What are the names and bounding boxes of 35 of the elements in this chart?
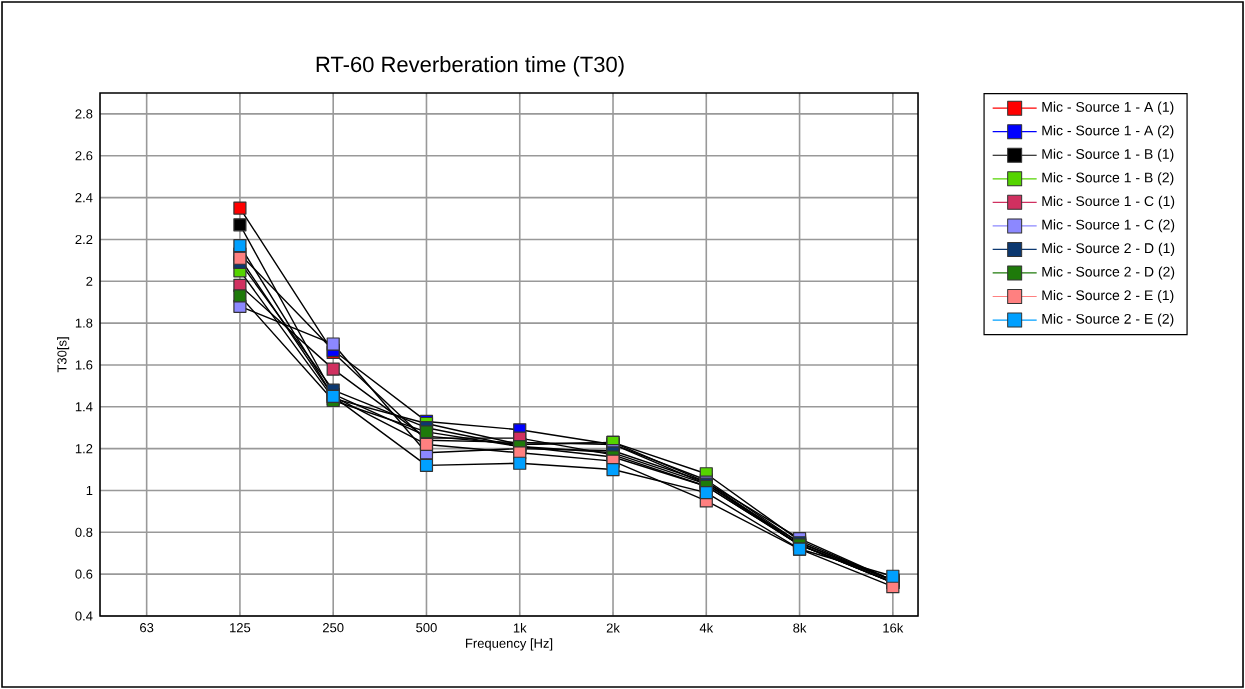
x-tick-label: 63	[140, 623, 154, 633]
legend-label: Mic - Source 2 - E (2)	[1042, 313, 1174, 327]
y-tick-label: 0.8	[75, 527, 93, 537]
y-tick-label: 0.4	[75, 611, 93, 621]
legend-label: Mic - Source 1 - A (1)	[1042, 101, 1174, 115]
x-axis-title: Frequency [Hz]	[466, 638, 553, 651]
y-tick-label: 2.4	[75, 193, 93, 203]
x-tick-label: 500	[416, 623, 437, 633]
legend-label: Mic - Source 2 - E (1)	[1042, 289, 1174, 303]
x-tick-label: 2k	[606, 623, 620, 633]
y-tick-label: 1.6	[75, 360, 93, 370]
y-tick-label: 1.4	[75, 402, 93, 412]
x-tick-label: 16k	[883, 623, 904, 633]
legend-label: Mic - Source 1 - C (1)	[1042, 195, 1175, 209]
y-tick-label: 2.2	[75, 234, 93, 244]
x-tick-label: 4k	[699, 623, 714, 633]
y-tick-label: 2.6	[75, 151, 93, 161]
legend-label: Mic - Source 1 - B (1)	[1042, 148, 1174, 162]
y-tick-label: 0.6	[75, 569, 93, 579]
y-tick-label: 2.8	[75, 109, 93, 119]
y-tick-label: 1	[86, 486, 93, 495]
legend-label: Mic - Source 1 - B (2)	[1042, 172, 1174, 186]
y-tick-label: 2	[86, 276, 93, 286]
x-tick-label: 1k	[513, 623, 527, 633]
legend-label: Mic - Source 1 - A (2)	[1042, 125, 1174, 139]
y-tick-label: 1.2	[75, 444, 93, 454]
y-axis-title: T30[s]	[57, 337, 70, 373]
x-tick-label: 8k	[793, 623, 807, 633]
chart-title: RT-60 Reverberation time (T30)	[316, 56, 624, 77]
legend-label: Mic - Source 2 - D (1)	[1042, 242, 1175, 256]
legend-label: Mic - Source 1 - C (2)	[1042, 219, 1175, 233]
y-tick-label: 1.8	[75, 318, 93, 328]
x-tick-label: 250	[323, 623, 344, 633]
legend-label: Mic - Source 2 - D (2)	[1042, 266, 1175, 280]
x-tick-label: 125	[230, 623, 251, 633]
